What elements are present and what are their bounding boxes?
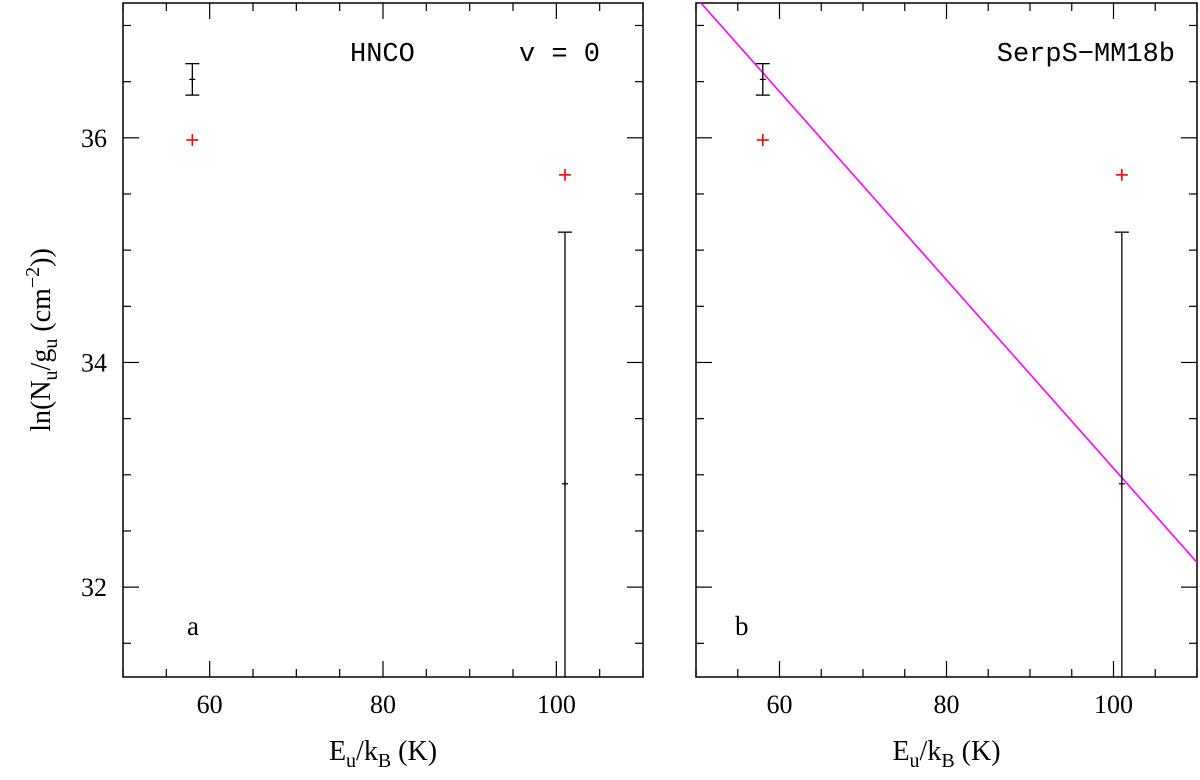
y-axis-label: ln(Nu/gu (cm−2)) bbox=[22, 248, 62, 432]
panel-label-b: b bbox=[735, 611, 749, 641]
x-tick-label: 80 bbox=[934, 690, 960, 719]
ticks-b: 60 80 100 bbox=[695, 3, 1198, 719]
panel-a: 60 80 100 32 34 36 HNCO v = 0 a Eu/kB (K) ln(… bbox=[22, 2, 644, 772]
x-axis-label-a: Eu/kB (K) bbox=[329, 736, 437, 772]
panel-label-a: a bbox=[187, 611, 199, 641]
source-annotation: SerpS−MM18b bbox=[997, 40, 1175, 70]
y-tick-label: 34 bbox=[81, 348, 107, 377]
panel-b: 60 80 100 SerpS−MM18b b Eu/kB (K) bbox=[695, 2, 1198, 772]
x-tick-label: 60 bbox=[197, 690, 223, 719]
y-tick-label: 36 bbox=[81, 124, 107, 153]
x-tick-label: 100 bbox=[1094, 690, 1133, 719]
x-axis-label-b: Eu/kB (K) bbox=[892, 736, 1000, 772]
x-tick-label: 60 bbox=[767, 690, 793, 719]
ticks-a: 60 80 100 32 34 36 bbox=[81, 3, 644, 719]
y-tick-label: 32 bbox=[81, 573, 107, 602]
fit-line bbox=[699, 3, 1197, 563]
x-tick-label: 100 bbox=[537, 690, 576, 719]
marks-a bbox=[185, 63, 572, 677]
molecule-annotation: HNCO bbox=[350, 40, 415, 70]
marks-b bbox=[699, 3, 1197, 677]
state-annotation: v = 0 bbox=[519, 40, 600, 70]
x-tick-label: 80 bbox=[370, 690, 396, 719]
